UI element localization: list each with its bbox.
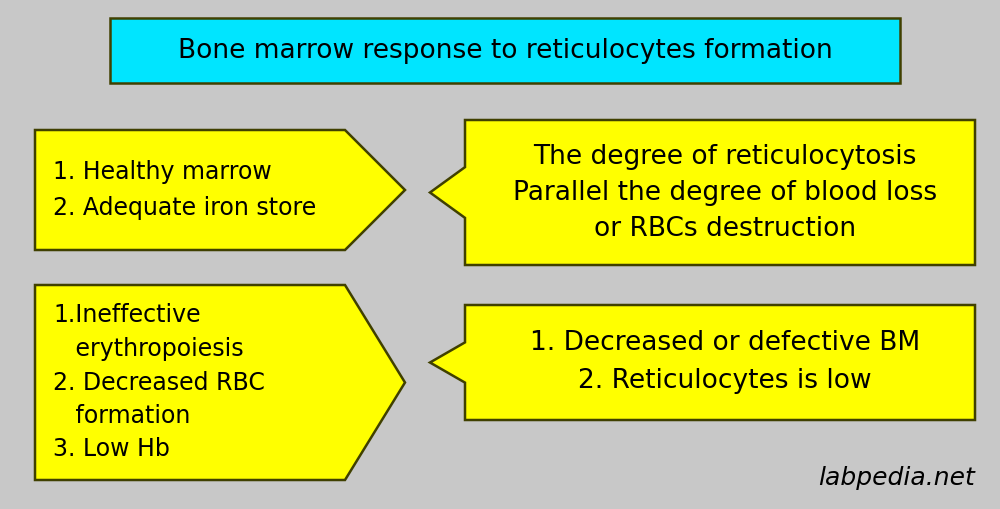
Text: The degree of reticulocytosis
Parallel the degree of blood loss
or RBCs destruct: The degree of reticulocytosis Parallel t…: [513, 144, 937, 241]
Polygon shape: [430, 305, 975, 420]
Polygon shape: [430, 120, 975, 265]
Polygon shape: [35, 285, 405, 480]
Text: 1.Ineffective
   erythropoiesis
2. Decreased RBC
   formation
3. Low Hb: 1.Ineffective erythropoiesis 2. Decrease…: [53, 303, 265, 462]
FancyBboxPatch shape: [110, 18, 900, 83]
Text: 1. Healthy marrow
2. Adequate iron store: 1. Healthy marrow 2. Adequate iron store: [53, 160, 316, 220]
Polygon shape: [35, 130, 405, 250]
Text: Bone marrow response to reticulocytes formation: Bone marrow response to reticulocytes fo…: [178, 38, 832, 64]
Text: 1. Decreased or defective BM
2. Reticulocytes is low: 1. Decreased or defective BM 2. Reticulo…: [530, 330, 920, 394]
Text: labpedia.net: labpedia.net: [818, 466, 975, 490]
